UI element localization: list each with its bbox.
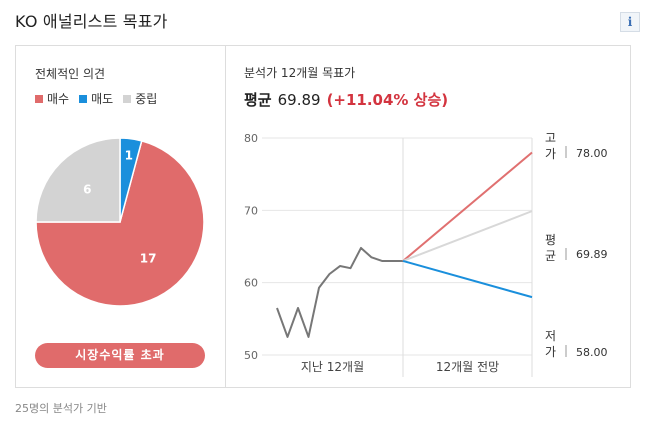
legend-swatch-sell — [79, 94, 88, 103]
legend-item-buy: 매수 — [35, 90, 69, 107]
page-title: KO 애널리스트 목표가 — [15, 12, 168, 31]
panel-divider — [225, 45, 226, 388]
x-label-past: 지난 12개월 — [301, 360, 364, 374]
pie-slice-hold — [35, 137, 121, 223]
forecast-line-low — [402, 260, 533, 299]
legend-item-sell: 매도 — [79, 90, 113, 107]
x-label-forecast: 12개월 전망 — [436, 360, 499, 374]
history-line — [276, 246, 403, 338]
pie-label-buy: 17 — [140, 252, 157, 266]
forecast-value-mid: 69.89 — [576, 248, 608, 261]
y-tick-70: 70 — [244, 204, 258, 217]
y-tick-80: 80 — [244, 132, 258, 145]
legend-swatch-hold — [123, 94, 132, 103]
analyst-panel — [15, 45, 631, 388]
pie-label-sell: 1 — [125, 148, 133, 162]
footer-note: 25명의 분석가 기반 — [15, 402, 107, 415]
pie-label-hold: 6 — [83, 182, 91, 196]
legend-label-buy: 매수 — [47, 92, 70, 106]
average-label: 평균 — [244, 91, 272, 109]
legend-item-hold: 중립 — [123, 90, 157, 107]
average-value: 69.89 — [277, 91, 321, 109]
forecast-value-high: 78.00 — [576, 147, 608, 160]
y-tick-60: 60 — [244, 277, 258, 290]
outperform-button[interactable]: 시장수익률 초과 — [35, 343, 205, 368]
average-target: 평균 69.89 (+11.04% 상승) — [244, 89, 448, 110]
pie-slice-buy — [35, 139, 205, 307]
y-tick-50: 50 — [244, 349, 258, 362]
legend-label-sell: 매도 — [91, 92, 114, 106]
forecast-line-average — [402, 210, 533, 262]
opinion-title: 전체적인 의견 — [35, 67, 106, 81]
forecast-value-low: 58.00 — [576, 346, 608, 359]
info-button[interactable]: i — [620, 12, 640, 32]
opinion-legend: 매수 매도 중립 — [35, 90, 157, 107]
legend-swatch-buy — [35, 94, 43, 103]
target-title: 분석가 12개월 목표가 — [244, 66, 356, 80]
average-change: (+11.04% 상승) — [326, 91, 449, 109]
legend-label-hold: 중립 — [135, 92, 158, 106]
forecast-line-high — [402, 151, 533, 262]
